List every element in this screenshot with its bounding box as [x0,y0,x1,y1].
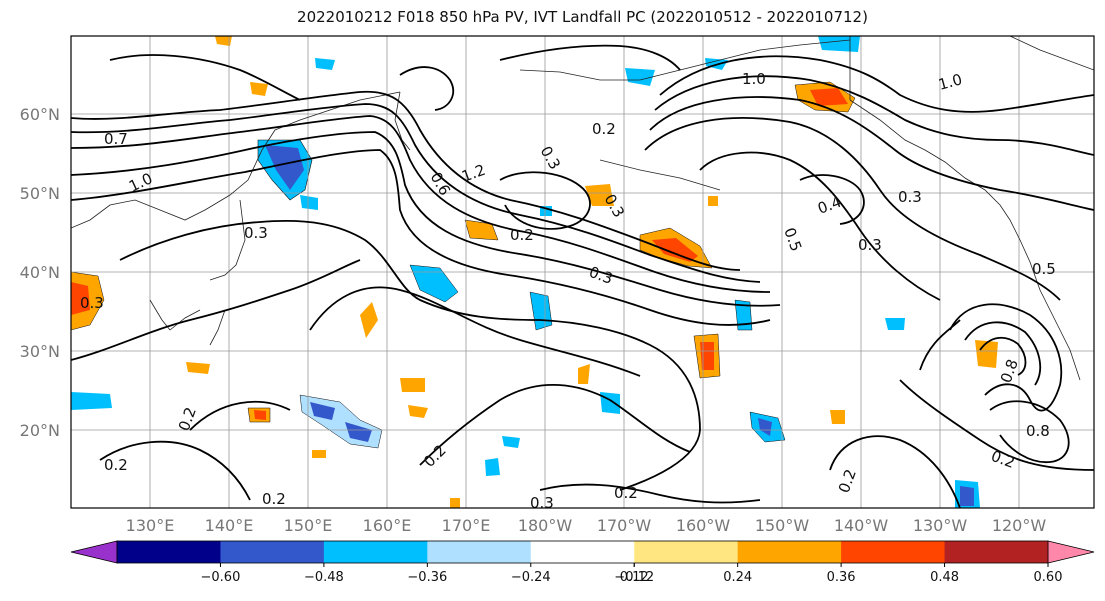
positive-anomaly-region [408,405,428,418]
positive-anomaly-region [652,238,698,262]
negative-anomaly-region [885,318,905,330]
negative-anomaly-region [734,299,753,331]
positive-anomaly-region [400,378,425,392]
positive-anomaly-region [975,340,998,368]
lat-label: 20°N [20,421,60,440]
positive-anomaly-region [250,82,268,96]
positive-anomaly-region [700,342,714,370]
colorbar-tick-label: −0.48 [304,570,344,585]
colorbar-tick-label: −0.24 [511,570,551,585]
negative-anomaly-region [409,264,459,303]
colorbar-tick-label: −0.60 [201,570,241,585]
lon-label: 150°W [755,516,810,535]
lon-label: 130°E [126,516,175,535]
negative-anomaly-region [502,436,520,448]
contour-label: 0.3 [244,224,268,242]
lat-label: 60°N [20,105,60,124]
colorbar-segment [427,541,532,563]
lon-label: 170°W [597,516,652,535]
colorbar-segment [220,541,325,563]
contour-label: 0.3 [858,236,882,254]
colorbar-segment [944,541,1049,563]
contour-label: 1.0 [742,70,766,88]
colorbar-frame [116,540,1049,564]
colorbar-tick-label: −0.36 [407,570,447,585]
contour-label: 0.3 [898,188,922,206]
latitude-labels: 60°N 50°N 40°N 30°N 20°N [20,105,60,440]
lon-label: 160°E [363,516,412,535]
pc-shading-layer [71,36,998,508]
colorbar-tick-label: 0.24 [723,570,752,585]
negative-anomaly-region [758,418,772,436]
contour-label: 0.5 [1032,260,1056,278]
lon-label: 130°W [913,516,968,535]
colorbar-segment [117,541,221,563]
negative-anomaly-region [300,195,318,210]
negative-anomaly-region [960,486,974,506]
colorbar-tick-label: −0.12 [614,570,654,585]
negative-anomaly-region [71,392,112,410]
positive-anomaly-region [215,36,232,46]
colorbar-right-extension [1047,540,1095,564]
negative-anomaly-region [345,422,372,442]
colorbar-tick-label: 0.48 [930,570,959,585]
lon-label: 140°W [834,516,889,535]
negative-anomaly-region [485,458,500,476]
negative-anomaly-region [600,392,620,414]
colorbar-left-extension [70,540,118,564]
colorbar-segment [841,541,946,563]
positive-anomaly-region [810,88,848,106]
contour-label: 1.0 [936,70,964,94]
negative-anomaly-region [818,36,860,52]
lon-label: 120°W [992,516,1047,535]
contour-label: 0.2 [104,456,128,474]
lon-label: 150°E [284,516,333,535]
contour-label: 0.3 [80,294,104,312]
lat-label: 40°N [20,263,60,282]
colorbar-tick-label: 0.60 [1034,570,1063,585]
positive-anomaly-region [708,196,718,206]
colorbar-tick-label: 0.12 [620,570,649,585]
contour-label: 0.8 [1026,422,1050,440]
contour-label: 0.2 [614,484,638,502]
contour-label: 0.3 [530,494,554,512]
positive-anomaly-region [186,362,210,374]
negative-anomaly-region [315,58,335,70]
colorbar: −0.60 −0.48 −0.36 −0.24 −0.120.12 0.24 0.36 0.4… [70,540,1095,585]
contour-label: 0.7 [104,130,128,148]
colorbar-segment [323,541,428,563]
negative-anomaly-region [625,68,655,86]
lon-label: 170°E [442,516,491,535]
negative-anomaly-region [310,402,335,420]
positive-anomaly-region [578,364,590,384]
map-title: 2022010212 F018 850 hPa PV, IVT Landfall… [297,8,868,26]
lat-label: 50°N [20,184,60,203]
lon-label: 160°W [676,516,731,535]
contour-label: 0.2 [510,226,534,244]
contour-label: 0.2 [262,490,286,508]
colorbar-tick-label: 0.36 [827,570,856,585]
contour-lines [71,44,1094,508]
colorbar-segment [737,541,842,563]
lat-label: 30°N [20,342,60,361]
negative-anomaly-region [265,145,304,190]
positive-anomaly-region [464,219,499,241]
positive-anomaly-region [254,410,266,420]
lon-label: 180°W [518,516,573,535]
map-frame [70,35,1095,509]
graticule [71,36,1094,508]
colorbar-segment [634,541,739,563]
positive-anomaly-region [585,184,614,206]
positive-anomaly-region [71,282,90,315]
longitude-labels: 130°E 140°E 150°E 160°E 170°E 180°W 170°… [126,516,1047,535]
contour-label: 0.2 [592,120,616,138]
lon-label: 140°E [205,516,254,535]
positive-anomaly-region [830,410,845,424]
positive-anomaly-region [312,450,326,458]
positive-anomaly-region [360,302,378,338]
positive-anomaly-region [450,498,460,508]
colorbar-segment [530,541,635,563]
